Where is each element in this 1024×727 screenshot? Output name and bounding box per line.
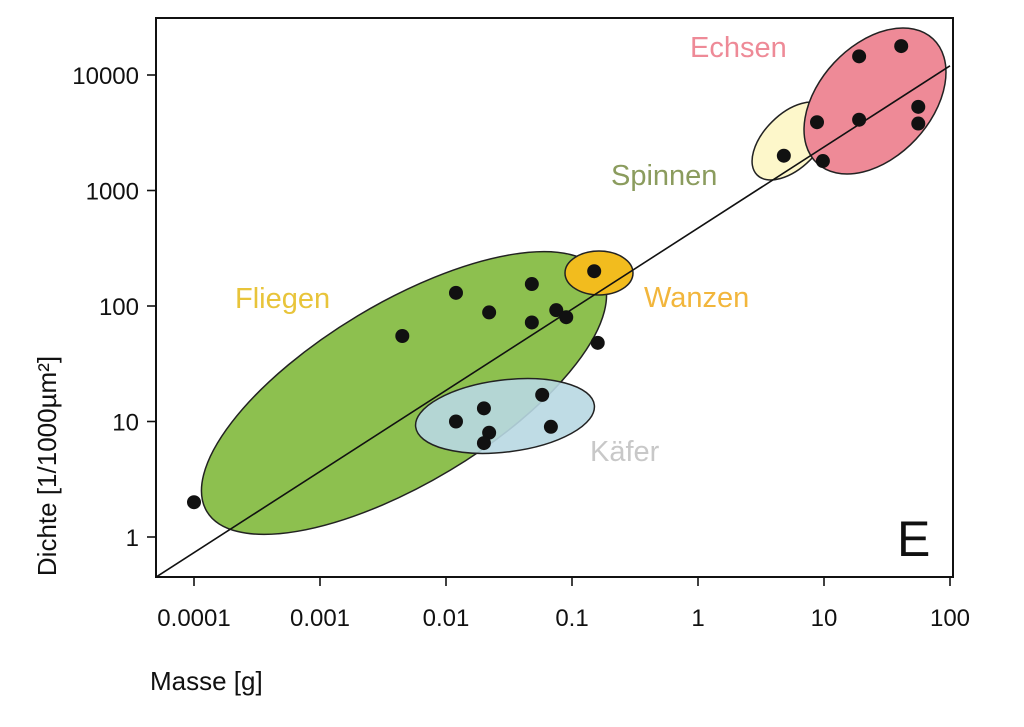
x-tick-label: 0.01 — [423, 605, 470, 632]
y-axis-ticks: 1 10 100 1000 10000 — [72, 63, 156, 552]
x-tick-label: 0.0001 — [157, 605, 230, 632]
fit-line — [155, 65, 951, 578]
data-point — [590, 335, 605, 350]
data-point — [559, 310, 574, 325]
data-point — [482, 305, 497, 320]
x-axis-title: Masse [g] — [150, 666, 263, 696]
x-tick-label: 100 — [930, 605, 970, 632]
panel-label: E — [897, 511, 930, 567]
spinnen-label: Spinnen — [611, 160, 717, 192]
data-point — [448, 414, 463, 429]
x-axis-ticks: 0.0001 0.001 0.01 0.1 1 10 100 — [157, 577, 970, 632]
data-point — [543, 419, 558, 434]
x-tick-label: 0.001 — [290, 605, 350, 632]
data-point — [476, 436, 491, 451]
x-tick-label: 0.1 — [555, 605, 588, 632]
y-axis-title: Dichte [1/1000µm²] — [32, 356, 62, 576]
y-tick-label: 1 — [126, 525, 139, 552]
data-point — [524, 315, 539, 330]
data-point — [549, 303, 564, 318]
data-point — [852, 49, 867, 64]
data-point — [476, 401, 491, 416]
fit-line-layer — [155, 65, 951, 578]
data-point — [852, 112, 867, 127]
echsen-label: Echsen — [690, 32, 787, 64]
echsen-ellipse — [803, 27, 947, 175]
y-tick-label: 100 — [99, 294, 139, 321]
data-point — [187, 495, 201, 510]
data-point — [448, 285, 463, 300]
plot-frame — [155, 17, 954, 578]
data-point — [815, 154, 830, 169]
wanzen-label: Wanzen — [644, 282, 749, 314]
fliegen-label: Fliegen — [235, 283, 330, 315]
data-point — [810, 115, 825, 130]
data-point — [911, 116, 926, 131]
data-point — [776, 148, 791, 163]
data-point — [587, 264, 602, 279]
x-tick-label: 10 — [811, 605, 838, 632]
data-point — [524, 277, 539, 292]
y-tick-label: 10000 — [72, 63, 139, 90]
y-tick-label: 1000 — [86, 179, 139, 206]
data-point — [482, 425, 497, 440]
data-point — [535, 387, 550, 402]
x-tick-label: 1 — [691, 605, 704, 632]
data-point — [894, 39, 909, 54]
data-points — [187, 39, 926, 510]
kaefer-ellipse — [414, 377, 596, 455]
y-tick-label: 10 — [112, 410, 139, 437]
kaefer-label: Käfer — [590, 436, 660, 468]
data-point — [911, 99, 926, 114]
data-point — [395, 328, 410, 343]
